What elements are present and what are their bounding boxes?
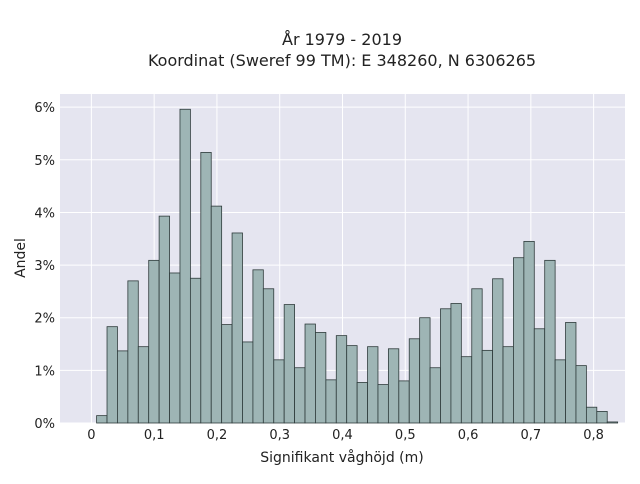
histogram-bar bbox=[148, 259, 160, 424]
histogram-bar bbox=[262, 288, 275, 424]
histogram-bar bbox=[158, 215, 170, 424]
histogram-bar bbox=[231, 232, 243, 424]
y-tick-label: 4% bbox=[34, 206, 55, 221]
histogram-bar bbox=[513, 257, 525, 424]
y-tick-label: 5% bbox=[34, 154, 55, 169]
histogram-bar bbox=[117, 350, 129, 424]
histogram-bar bbox=[440, 308, 452, 424]
tick-labels: 0 0,1 0,2 0,3 0,4 0,5 0,6 0,7 0,8 0% 1% 2% 3% 4% 5% 6% bbox=[34, 101, 604, 443]
histogram-bar bbox=[554, 359, 566, 424]
histogram-bar bbox=[398, 380, 410, 424]
histogram-bar bbox=[210, 205, 223, 424]
histogram-bar bbox=[137, 346, 150, 424]
histogram-bar bbox=[127, 280, 139, 424]
histogram-bar bbox=[481, 349, 494, 424]
histogram-bar bbox=[460, 356, 473, 424]
x-tick-label: 0 bbox=[87, 428, 95, 443]
histogram-bar bbox=[429, 367, 441, 424]
x-tick-label: 0,7 bbox=[520, 428, 541, 443]
x-tick-label: 0,5 bbox=[395, 428, 416, 443]
histogram-bar bbox=[169, 272, 181, 424]
histogram-bar bbox=[377, 384, 389, 424]
y-tick-label: 6% bbox=[34, 101, 55, 116]
x-axis-label: Signifikant våghöjd (m) bbox=[260, 449, 423, 466]
histogram-bar bbox=[106, 326, 118, 424]
histogram-bar bbox=[179, 108, 191, 424]
x-tick-label: 0,8 bbox=[583, 428, 604, 443]
histogram-bar bbox=[189, 277, 202, 424]
histogram-bar bbox=[294, 367, 306, 424]
x-tick-label: 0,4 bbox=[332, 428, 353, 443]
y-tick-label: 2% bbox=[34, 312, 55, 327]
histogram-bar bbox=[533, 328, 546, 424]
histogram-bar bbox=[419, 317, 431, 424]
histogram-bar bbox=[492, 278, 504, 424]
histogram-bar bbox=[408, 338, 421, 424]
histogram-bar bbox=[356, 382, 368, 424]
histogram-bar bbox=[471, 288, 483, 424]
histogram-bar bbox=[596, 411, 608, 424]
histogram-bar bbox=[283, 304, 296, 424]
histogram-bar bbox=[565, 322, 577, 424]
histogram-bar bbox=[315, 332, 327, 424]
x-tick-label: 0,3 bbox=[269, 428, 290, 443]
histogram-bar bbox=[585, 406, 598, 424]
histogram-bar bbox=[221, 324, 233, 424]
histogram-bar bbox=[325, 379, 337, 424]
histogram-bar bbox=[335, 335, 348, 424]
histogram-bar bbox=[96, 415, 108, 424]
x-tick-label: 0,2 bbox=[207, 428, 228, 443]
histogram-bar bbox=[523, 240, 535, 424]
histogram-bar bbox=[242, 341, 254, 424]
y-axis-label: Andel bbox=[13, 238, 29, 278]
histogram-bar bbox=[200, 152, 212, 424]
y-tick-label: 3% bbox=[34, 259, 55, 274]
histogram-bar bbox=[273, 359, 285, 424]
histogram-bar bbox=[544, 259, 556, 424]
x-tick-label: 0,6 bbox=[458, 428, 479, 443]
histogram-bar bbox=[575, 365, 587, 424]
histogram-bar bbox=[346, 345, 358, 424]
chart-subtitle: Koordinat (Sweref 99 TM): E 348260, N 63… bbox=[148, 51, 536, 70]
chart-title: År 1979 - 2019 bbox=[282, 30, 402, 49]
histogram-bar bbox=[367, 346, 379, 424]
y-tick-label: 1% bbox=[34, 364, 55, 379]
histogram-bar bbox=[387, 348, 400, 424]
histogram-bar bbox=[304, 323, 316, 424]
histogram-bar bbox=[450, 303, 462, 424]
bars bbox=[96, 108, 619, 424]
y-tick-label: 0% bbox=[34, 417, 55, 432]
histogram-bar bbox=[606, 421, 619, 424]
x-tick-label: 0,1 bbox=[144, 428, 165, 443]
histogram-bar bbox=[252, 269, 264, 424]
histogram-bar bbox=[502, 346, 514, 424]
